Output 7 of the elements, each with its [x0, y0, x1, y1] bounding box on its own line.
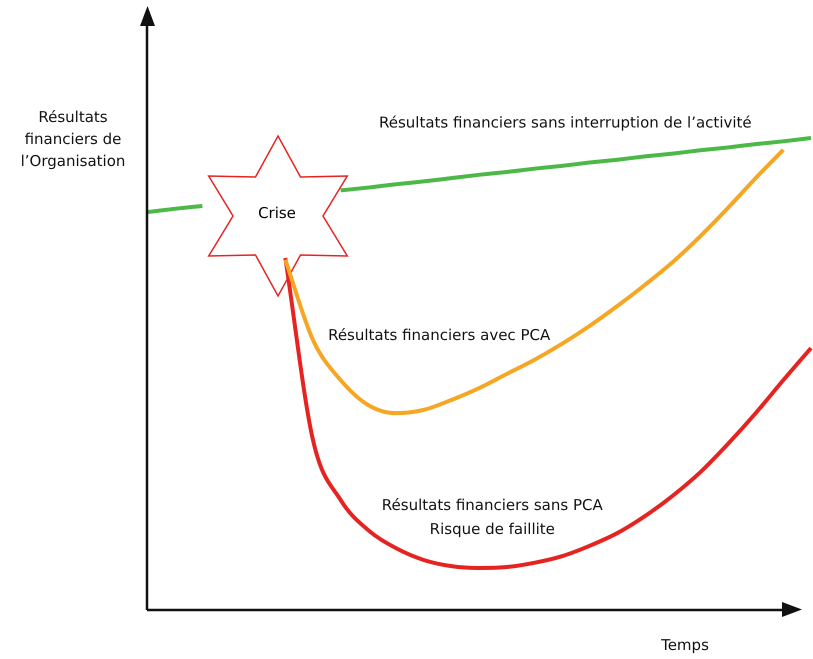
- annotation: Risque de faillite: [430, 520, 555, 538]
- x-axis-title: Temps: [660, 636, 710, 654]
- y-axis-title: Résultats financiers de l’Organisation: [20, 107, 126, 172]
- series-label: Résultats financiers sans PCA: [382, 496, 604, 514]
- annotation: Crise: [257, 204, 297, 222]
- series-label: Résultats financiers sans interruption de l’activité: [379, 114, 752, 132]
- series-label: Résultats financiers avec PCA: [328, 326, 551, 344]
